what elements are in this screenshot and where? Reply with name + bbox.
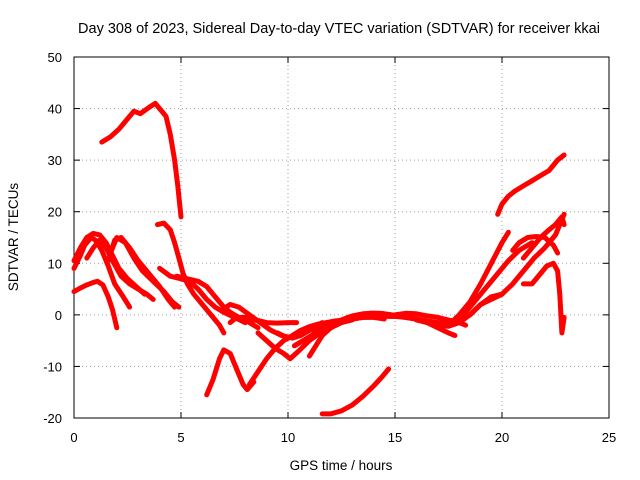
x-tick-label: 0 [70,430,77,445]
series-trace-arc11 [204,347,257,398]
series-trace-arc28 [495,152,567,217]
series-trace-arc10 [174,273,261,331]
series-trace-arc29 [510,234,561,256]
y-tick-label: -20 [43,411,62,426]
data-series [71,100,567,417]
series-trace-arc5 [84,237,156,302]
x-tick-label: 5 [177,430,184,445]
series-trace-arc25 [446,229,511,328]
y-axis-label: SDTVAR / TECUs [6,183,21,292]
series-trace-arc14 [247,317,347,387]
y-tick-label: -10 [43,359,62,374]
series-trace-arc13 [227,314,300,326]
series-trace-arc19 [319,366,392,417]
series-trace-arc26 [452,240,535,326]
series-trace-arc31 [520,260,567,336]
x-tick-label: 10 [281,430,295,445]
y-tick-label: 30 [48,153,62,168]
chart-title: Day 308 of 2023, Sidereal Day-to-day VTE… [78,21,600,37]
y-tick-label: 0 [55,308,62,323]
series-trace-arc7 [107,235,182,310]
y-tick-label: 40 [48,102,62,117]
series-trace-arc2 [71,278,120,331]
y-tick-label: 10 [48,256,62,271]
series-trace-arc30 [520,214,567,261]
y-tick-label: 20 [48,205,62,220]
y-tick-label: 50 [48,50,62,65]
x-tick-label: 15 [388,430,402,445]
axis-ticks: 0 5 10 15 20 25 -20 -10 0 10 20 30 40 50 [43,50,616,445]
x-tick-label: 20 [495,430,509,445]
series-trace-arc1 [99,100,184,220]
x-tick-label: 25 [602,430,616,445]
plot-frame [73,56,610,419]
x-axis-label: GPS time / hours [290,458,393,473]
